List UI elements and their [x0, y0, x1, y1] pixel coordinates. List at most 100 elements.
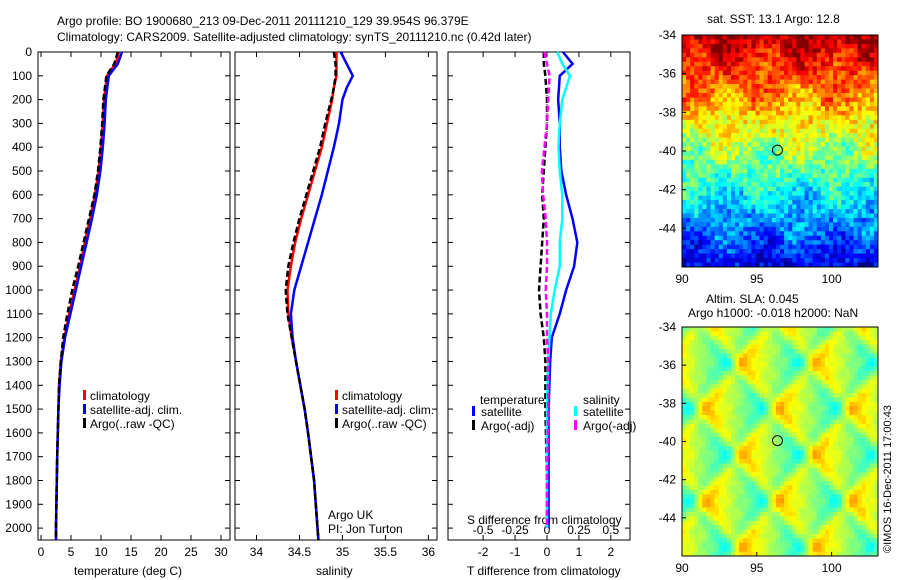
map-cell — [812, 159, 818, 165]
map-cell — [743, 503, 748, 509]
map-cell — [771, 249, 777, 255]
map-cell — [722, 151, 728, 156]
map-cell — [767, 498, 773, 504]
map-cell — [841, 39, 846, 45]
map-cell — [771, 423, 777, 429]
map-cell — [694, 52, 699, 58]
map-cell — [751, 39, 756, 45]
map-cell — [796, 467, 801, 473]
map-cell — [849, 93, 854, 98]
map-cell — [686, 507, 691, 513]
map-cell — [857, 481, 863, 487]
map-cell — [816, 240, 822, 246]
map-cell — [857, 379, 863, 385]
map-cell — [792, 43, 797, 49]
map-cell — [726, 61, 732, 67]
map-cell — [841, 119, 846, 125]
map-cell — [788, 142, 793, 148]
map-cell — [735, 200, 740, 206]
map-cell — [845, 240, 850, 246]
map-cell — [792, 525, 797, 531]
map-cell — [829, 340, 834, 346]
map-cell — [820, 209, 826, 214]
map-cell — [714, 529, 720, 535]
map-cell — [726, 454, 732, 460]
map-cell — [726, 177, 732, 183]
map-cell — [829, 520, 834, 526]
map-cell — [763, 327, 769, 332]
map-cell — [804, 168, 810, 174]
map-cell — [796, 155, 801, 161]
map-cell — [718, 213, 724, 219]
map-cell — [710, 327, 716, 332]
map-cell — [735, 168, 740, 174]
map-cell — [702, 516, 707, 522]
map-cell — [682, 384, 687, 390]
map-cell — [812, 177, 818, 183]
map-cell — [710, 450, 716, 456]
map-cell — [796, 159, 801, 165]
map-cell — [775, 441, 781, 447]
map-cell — [706, 529, 712, 535]
map-cell — [718, 146, 724, 152]
map-cell — [731, 388, 736, 394]
map-cell — [759, 48, 765, 54]
map-cell — [686, 137, 691, 143]
map-cell — [722, 226, 728, 232]
map-cell — [873, 226, 879, 232]
map-cell — [767, 397, 773, 403]
map-cell — [792, 115, 797, 121]
map-cell — [812, 415, 818, 420]
map-cell — [706, 75, 712, 81]
map-cell — [812, 445, 818, 451]
map-cell — [837, 520, 842, 526]
map-cell — [800, 164, 805, 170]
map-cell — [763, 124, 769, 130]
map-cell — [869, 520, 875, 526]
map-cell — [796, 173, 801, 179]
map-cell — [845, 48, 850, 54]
map-cell — [873, 39, 879, 45]
map-cell — [739, 262, 744, 268]
map-cell — [751, 503, 756, 509]
map-cell — [820, 155, 826, 161]
map-cell — [718, 520, 724, 526]
map-cell — [682, 494, 687, 500]
map-cell — [820, 204, 826, 210]
x-tick-label: 35 — [336, 545, 350, 559]
map-cell — [833, 485, 838, 491]
map-cell — [796, 235, 801, 241]
map-cell — [755, 159, 761, 165]
map-cell — [857, 498, 863, 504]
map-cell — [694, 209, 699, 214]
map-cell — [808, 371, 814, 376]
map-cell — [686, 146, 691, 152]
map-cell — [714, 463, 720, 469]
map-cell — [824, 327, 830, 332]
map-cell — [837, 66, 842, 72]
map-cell — [784, 525, 789, 531]
map-cell — [784, 406, 789, 412]
map-cell — [747, 393, 752, 398]
map-cell — [710, 258, 716, 264]
map-cell — [718, 340, 724, 346]
map-cell — [710, 498, 716, 504]
map-cell — [747, 209, 752, 214]
map-cell — [726, 110, 732, 116]
map-cell — [853, 155, 859, 161]
map-cell — [833, 182, 838, 188]
map-cell — [731, 357, 736, 363]
map-cell — [686, 503, 691, 509]
map-cell — [800, 415, 805, 420]
map-cell — [735, 258, 740, 264]
map-cell — [829, 249, 834, 255]
map-cell — [812, 335, 818, 341]
map-cell — [833, 401, 838, 407]
map-cell — [869, 511, 875, 517]
map-cell — [726, 119, 732, 125]
map-cell — [784, 441, 789, 447]
map-cell — [731, 52, 736, 58]
map-cell — [775, 124, 781, 130]
map-cell — [694, 494, 699, 500]
map-cell — [812, 222, 818, 228]
